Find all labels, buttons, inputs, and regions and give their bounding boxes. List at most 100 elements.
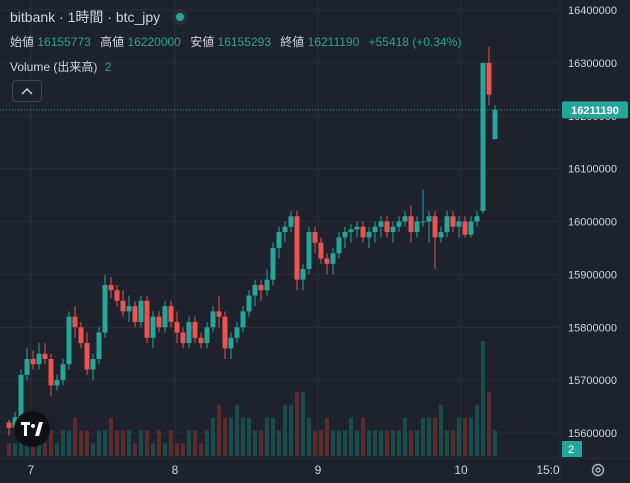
candle-body: [264, 279, 270, 291]
gear-icon[interactable]: [588, 460, 608, 480]
volume-bar: [397, 430, 401, 456]
volume-bar: [67, 430, 71, 456]
candle-body: [306, 232, 312, 270]
candle-body: [366, 232, 372, 238]
candle-body: [150, 316, 156, 338]
tradingview-logo-icon[interactable]: [14, 411, 50, 447]
candle-body: [210, 311, 216, 328]
time-axis[interactable]: 7 8 9 10 15:0: [28, 463, 560, 477]
volume-bar: [91, 443, 95, 456]
price-tick-label: 16100000: [568, 164, 617, 176]
volume-bar: [235, 404, 239, 456]
volume-bar: [193, 430, 197, 456]
candle-body: [408, 216, 414, 233]
volume-bar: [271, 417, 275, 456]
volume-bar: [439, 404, 443, 456]
volume-bar: [487, 392, 491, 456]
candle-body: [486, 62, 492, 95]
volume-legend[interactable]: Volume (出来高) 2: [10, 58, 467, 76]
price-tick-label: 15900000: [568, 269, 617, 281]
candle-body: [114, 290, 120, 301]
volume-bar: [445, 430, 449, 456]
candle-body: [360, 226, 366, 238]
candle-body: [318, 242, 324, 259]
candle-body: [378, 221, 384, 227]
time-tick-label: 9: [315, 463, 322, 477]
candle-body: [288, 216, 294, 227]
candle-body: [126, 306, 132, 312]
candle-body: [84, 343, 90, 370]
candle-body: [102, 284, 108, 333]
candle-body: [258, 284, 264, 291]
candle-body: [18, 374, 24, 418]
volume-bar: [115, 430, 119, 456]
candle-body: [72, 316, 78, 328]
price-tick-label: 15600000: [568, 428, 617, 440]
volume-bar: [139, 430, 143, 456]
price-tick-label: 15700000: [568, 375, 617, 387]
time-tick-label: 7: [28, 463, 35, 477]
symbol-title[interactable]: bitbank · 1時間 · btc_jpy: [10, 9, 161, 25]
volume-bar: [313, 430, 317, 456]
candle-body: [252, 284, 258, 296]
volume-bar: [319, 430, 323, 456]
volume-bar: [493, 430, 497, 456]
time-tick-label: 15:0: [536, 463, 560, 477]
candle-body: [144, 300, 150, 338]
candle-body: [480, 62, 486, 211]
low-value: 16155293: [217, 35, 271, 49]
high-value: 16220000: [127, 35, 181, 49]
volume-bar: [241, 417, 245, 456]
price-tick-label: 15800000: [568, 322, 617, 334]
volume-bar: [415, 430, 419, 456]
volume-bar: [349, 417, 353, 456]
volume-bar: [481, 341, 485, 456]
candle-body: [192, 321, 198, 338]
volume-bars: [7, 341, 497, 456]
volume-bar: [217, 404, 221, 456]
volume-bar: [331, 430, 335, 456]
candlesticks: [6, 47, 498, 436]
volume-bar: [205, 430, 209, 456]
chevron-up-icon: [21, 87, 33, 95]
price-axis[interactable]: 15600000 15700000 15800000 15900000 16000000…: [568, 5, 617, 440]
volume-bar: [343, 430, 347, 456]
price-tick-label: 16400000: [568, 5, 617, 17]
volume-bar: [391, 430, 395, 456]
volume-bar: [469, 417, 473, 456]
open-value: 16155773: [37, 35, 91, 49]
volume-bar: [211, 417, 215, 456]
chart-grid: [0, 0, 560, 458]
candle-body: [228, 337, 234, 349]
ohlc-values: 始値 16155773 高値 16220000 安値 16155293 終値 1…: [10, 33, 467, 51]
volume-bar: [295, 392, 299, 456]
candle-body: [246, 295, 252, 312]
candle-body: [120, 300, 126, 312]
candle-body: [54, 380, 60, 386]
volume-bar: [163, 443, 167, 456]
volume-bar: [223, 417, 227, 456]
close-value: 16211190: [307, 35, 360, 49]
candle-body: [198, 337, 204, 344]
volume-value: 2: [104, 60, 112, 74]
volume-bar: [463, 417, 467, 456]
eye-icon[interactable]: [172, 9, 189, 25]
volume-bar: [385, 430, 389, 456]
collapse-legend-button[interactable]: [12, 80, 42, 102]
volume-bar: [325, 417, 329, 456]
volume-bar: [355, 430, 359, 456]
volume-bar: [409, 430, 413, 456]
price-tick-label: 16300000: [568, 58, 617, 70]
volume-bar: [283, 404, 287, 456]
high-label: 高値: [100, 35, 125, 49]
change-value: +55418 (+0.34%): [368, 35, 462, 49]
candle-body: [282, 226, 288, 233]
candle-body: [24, 358, 30, 375]
candle-body: [396, 221, 402, 227]
volume-bar: [253, 430, 257, 456]
candle-body: [450, 216, 456, 227]
volume-bar: [403, 417, 407, 456]
candle-body: [336, 237, 342, 254]
volume-bar: [13, 443, 17, 456]
